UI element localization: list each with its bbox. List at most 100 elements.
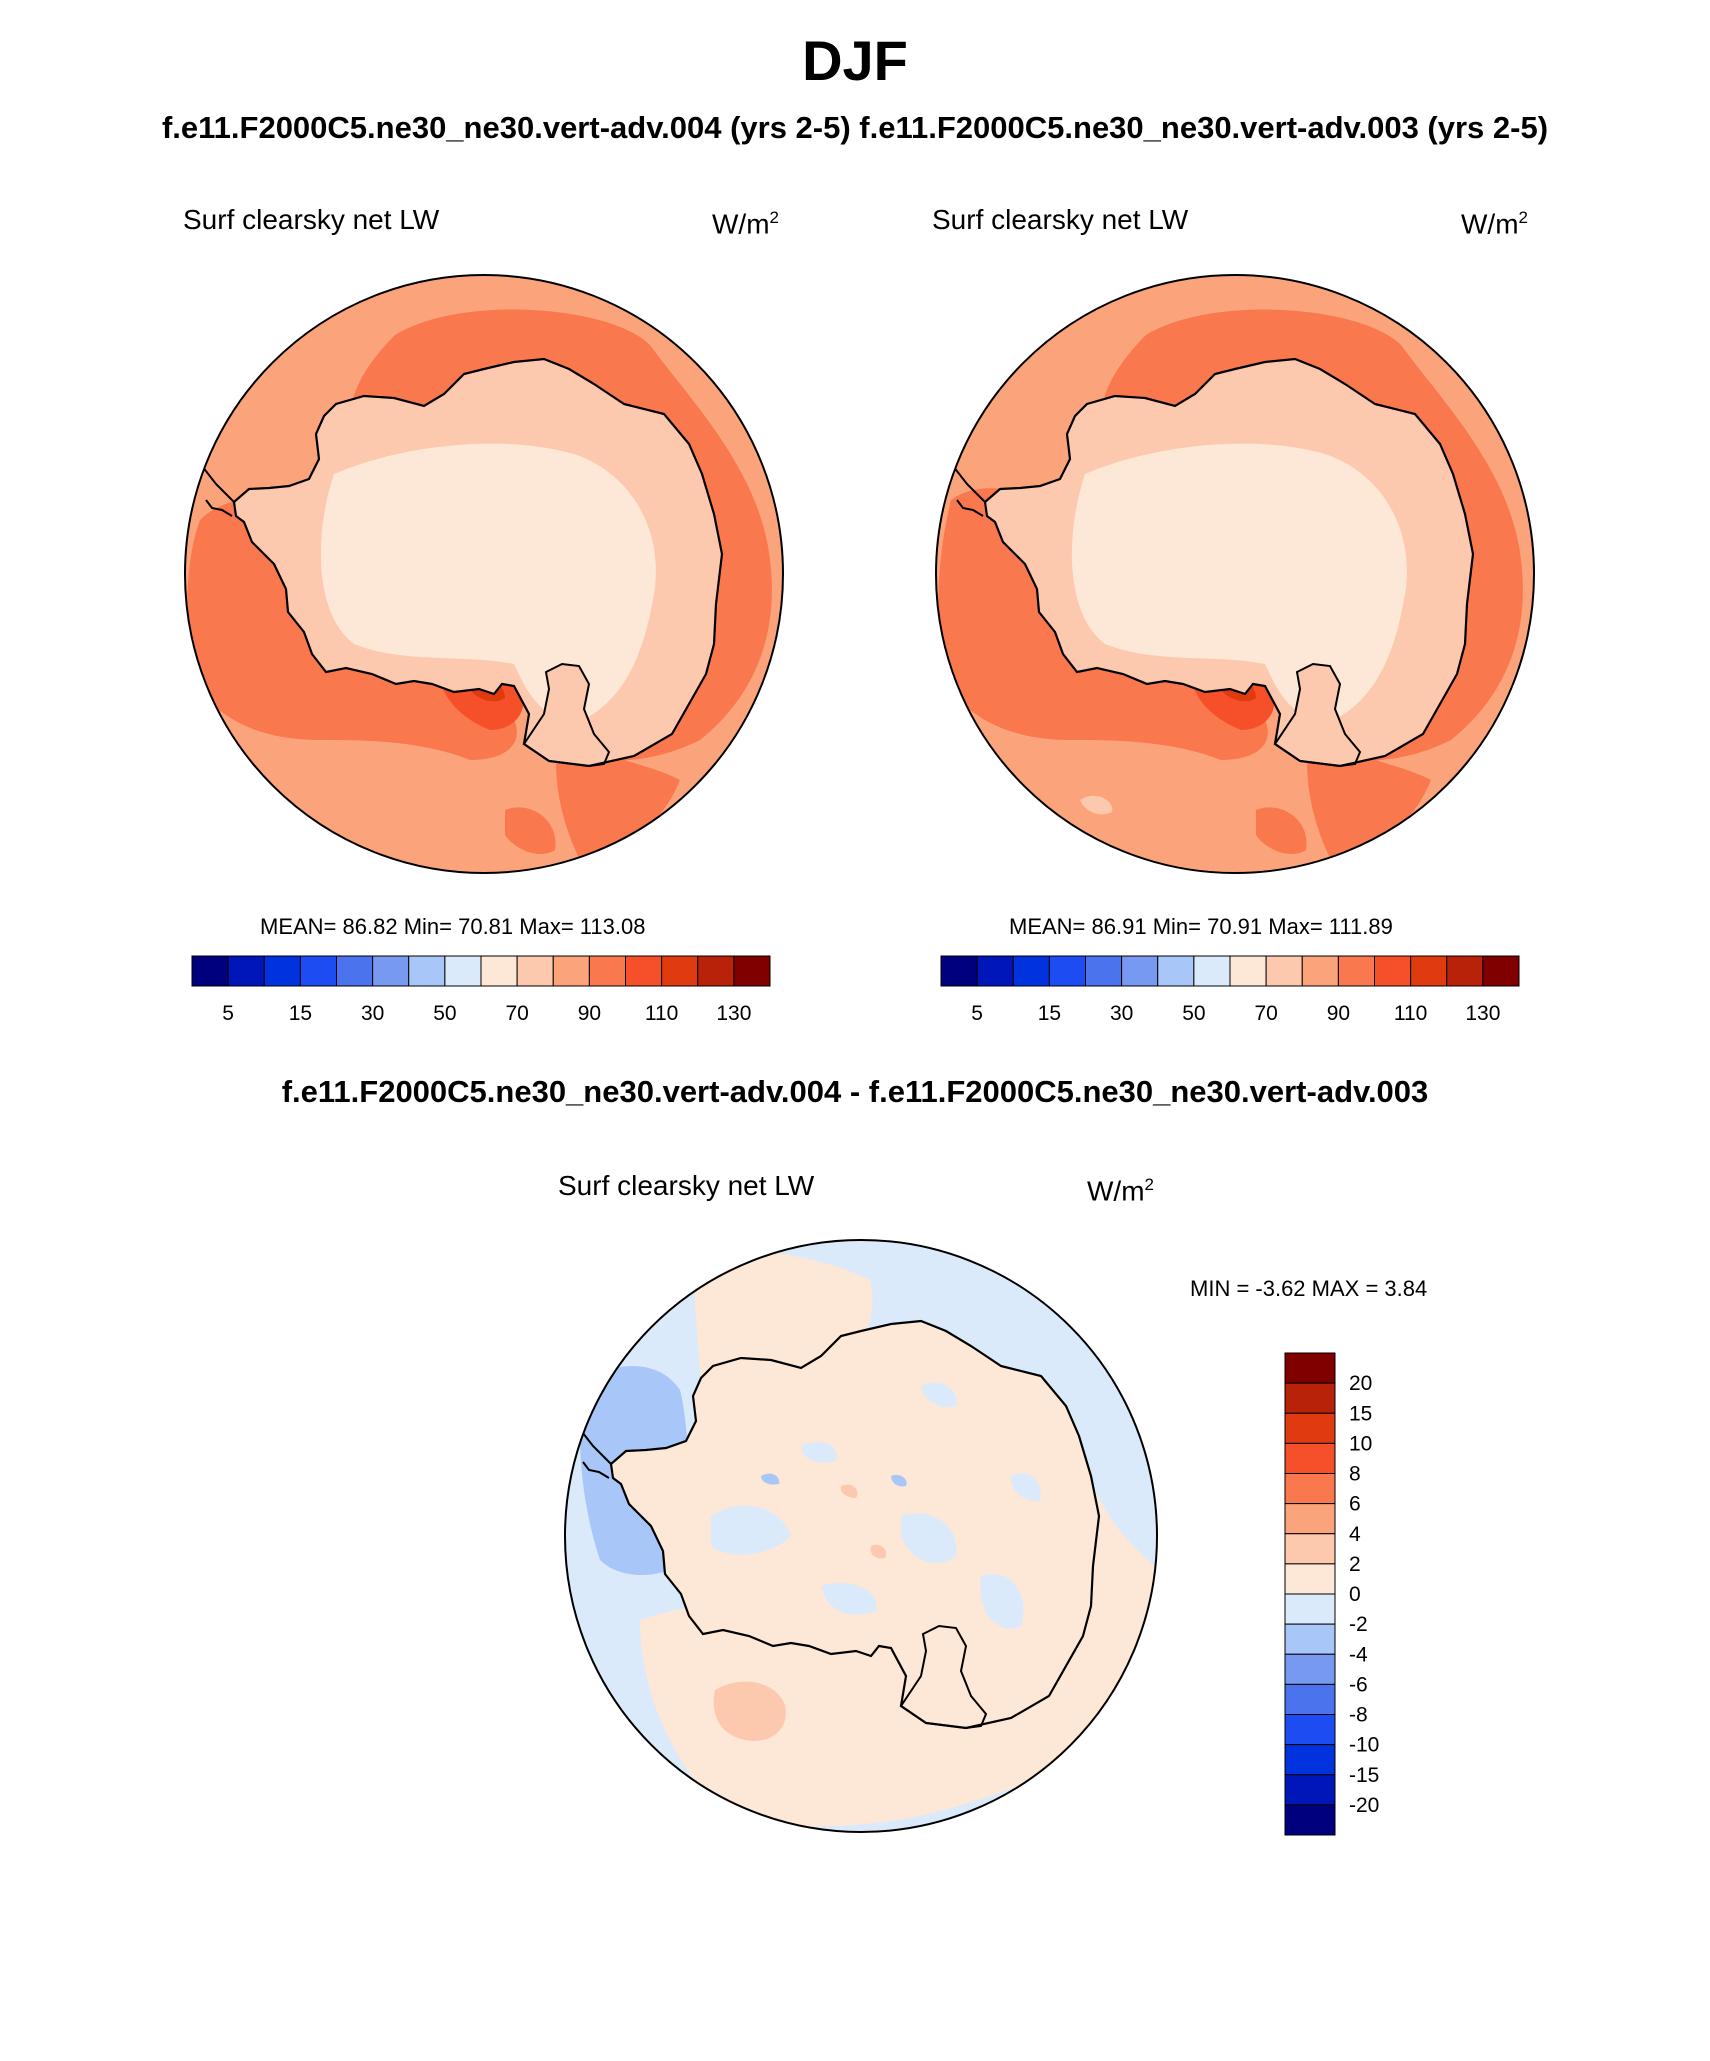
panel-1-colorbar-tick-label: 110 <box>645 1002 678 1025</box>
panel-1-colorbar-swatch <box>227 955 265 987</box>
diff-colorbar-tick-label: -8 <box>1349 1704 1368 1727</box>
diff-colorbar-swatch <box>1284 1563 1336 1595</box>
panel-1-colorbar-swatch <box>372 955 410 987</box>
panel-1-colorbar-swatch <box>444 955 482 987</box>
case-titles: f.e11.F2000C5.ne30_ne30.vert-adv.004 (yr… <box>161 110 1549 145</box>
diff-colorbar-swatch <box>1284 1442 1336 1474</box>
diff-colorbar-tick-label: 20 <box>1349 1372 1372 1395</box>
diff-colorbar-swatch <box>1284 1382 1336 1414</box>
panel-2-colorbar-swatch <box>1337 955 1375 987</box>
panel-1-map <box>185 275 783 873</box>
panel-2-colorbar-swatch <box>1265 955 1303 987</box>
panel-1-stats: MEAN= 86.82 Min= 70.81 Max= 113.08 <box>260 914 646 939</box>
panel-2-colorbar-swatch <box>1048 955 1086 987</box>
diff-colorbar-swatch <box>1284 1533 1336 1565</box>
panel-2-colorbar-tick-label: 130 <box>1465 1002 1500 1025</box>
diff-variable: Surf clearsky net LW <box>558 1170 815 1201</box>
diff-units-base: W/m <box>1087 1175 1145 1207</box>
panel-1-units-base: W/m <box>712 208 770 240</box>
panel-1-colorbar-swatch <box>263 955 301 987</box>
panel-2-colorbar-tick-label: 15 <box>1038 1002 1061 1025</box>
panel-1-colorbar-swatch <box>588 955 626 987</box>
panel-2-colorbar-swatch <box>1121 955 1159 987</box>
panel-1-colorbar-swatch <box>336 955 374 987</box>
panel-1-units-exp: 2 <box>769 208 779 227</box>
diff-colorbar-tick-label: -2 <box>1349 1613 1368 1636</box>
diff-colorbar-tick-label: 15 <box>1349 1402 1372 1425</box>
panel-2-colorbar-swatch <box>1410 955 1448 987</box>
panel-2-colorbar-swatch <box>1157 955 1195 987</box>
panel-1-colorbar-swatch <box>299 955 337 987</box>
diff-colorbar-tick-label: -4 <box>1349 1643 1368 1666</box>
diff-colorbar-tick-label: 0 <box>1349 1583 1361 1606</box>
diff-colorbar-tick-label: -10 <box>1349 1734 1379 1757</box>
season-title: DJF <box>802 29 908 92</box>
panel-2-colorbar-swatch <box>1446 955 1484 987</box>
diff-colorbar-tick-label: -6 <box>1349 1673 1368 1696</box>
panel-2-colorbar-swatch <box>1193 955 1231 987</box>
panel-2-colorbar-tick-label: 110 <box>1394 1002 1427 1025</box>
diff-colorbar-swatch <box>1284 1774 1336 1806</box>
panel-2-colorbar-swatch <box>1085 955 1123 987</box>
diff-colorbar-swatch <box>1284 1653 1336 1685</box>
panel-2-variable: Surf clearsky net LW <box>932 204 1189 235</box>
diff-colorbar-swatch <box>1284 1714 1336 1746</box>
panel-1-colorbar-swatch <box>733 955 771 987</box>
panel-2-colorbar-tick-label: 90 <box>1327 1002 1350 1025</box>
panel-2-colorbar-swatch <box>1301 955 1339 987</box>
diff-colorbar-tick-label: -15 <box>1349 1764 1379 1787</box>
panel-1-colorbar-tick-label: 15 <box>289 1002 312 1025</box>
panel-1-colorbar-tick-label: 50 <box>433 1002 456 1025</box>
diff-colorbar-swatch <box>1284 1503 1336 1535</box>
panel-1-colorbar-swatch <box>480 955 518 987</box>
panel-1-colorbar: 5 15 30 50 70 90 110 130 <box>191 955 771 1025</box>
panel-1-colorbar-swatch <box>191 955 229 987</box>
panel-1-colorbar-tick-label: 90 <box>578 1002 601 1025</box>
diff-stats: MIN = -3.62 MAX = 3.84 <box>1190 1276 1428 1301</box>
panel-2-stats: MEAN= 86.91 Min= 70.91 Max= 111.89 <box>1009 914 1393 939</box>
diff-colorbar-swatch <box>1284 1352 1336 1384</box>
diff-map <box>565 1240 1157 1832</box>
panel-1-units: W/m2 <box>712 208 779 240</box>
diff-colorbar-swatch <box>1284 1623 1336 1655</box>
panel-2-units-exp: 2 <box>1518 208 1528 227</box>
panel-1-colorbar-swatch <box>625 955 663 987</box>
diff-units-exp: 2 <box>1144 1175 1154 1194</box>
diff-colorbar-tick-label: 10 <box>1349 1432 1372 1455</box>
diff-colorbar-tick-label: 4 <box>1349 1523 1361 1546</box>
panel-2-map <box>936 275 1534 873</box>
panel-1-variable: Surf clearsky net LW <box>183 204 440 235</box>
diff-colorbar-swatch <box>1284 1683 1336 1715</box>
diff-title: f.e11.F2000C5.ne30_ne30.vert-adv.004 - f… <box>281 1074 1429 1109</box>
panel-2-colorbar-tick-label: 50 <box>1182 1002 1205 1025</box>
diff-colorbar-tick-label: 6 <box>1349 1493 1361 1516</box>
panel-2-colorbar-swatch <box>1012 955 1050 987</box>
panel-2-colorbar-swatch <box>1374 955 1412 987</box>
diff-colorbar-swatch <box>1284 1473 1336 1505</box>
panel-2-units: W/m2 <box>1461 208 1528 240</box>
panel-1-colorbar-tick-label: 130 <box>716 1002 751 1025</box>
diff-colorbar-swatch <box>1284 1412 1336 1444</box>
diff-colorbar-tick-label: 8 <box>1349 1463 1361 1486</box>
panel-2-colorbar-swatch <box>1229 955 1267 987</box>
panel-2-units-base: W/m <box>1461 208 1519 240</box>
panel-2-colorbar-tick-label: 30 <box>1110 1002 1133 1025</box>
diff-colorbar-swatch <box>1284 1744 1336 1776</box>
diff-colorbar-swatch <box>1284 1804 1336 1836</box>
diff-colorbar-tick-label: 2 <box>1349 1553 1361 1576</box>
panel-2-colorbar-tick-label: 5 <box>971 1002 983 1025</box>
diff-colorbar-tick-label: -20 <box>1349 1794 1379 1817</box>
diff-units: W/m2 <box>1087 1175 1154 1207</box>
panel-2-colorbar-swatch <box>976 955 1014 987</box>
panel-2-colorbar: 5 15 30 50 70 90 110 130 <box>940 955 1520 1025</box>
diff-colorbar-swatch <box>1284 1593 1336 1625</box>
panel-1-colorbar-tick-label: 5 <box>222 1002 234 1025</box>
panel-1-colorbar-swatch <box>661 955 699 987</box>
panel-1-colorbar-swatch <box>516 955 554 987</box>
panel-1-colorbar-tick-label: 30 <box>361 1002 384 1025</box>
panel-1-colorbar-swatch <box>697 955 735 987</box>
panel-1-colorbar-swatch <box>552 955 590 987</box>
panel-1-colorbar-swatch <box>408 955 446 987</box>
